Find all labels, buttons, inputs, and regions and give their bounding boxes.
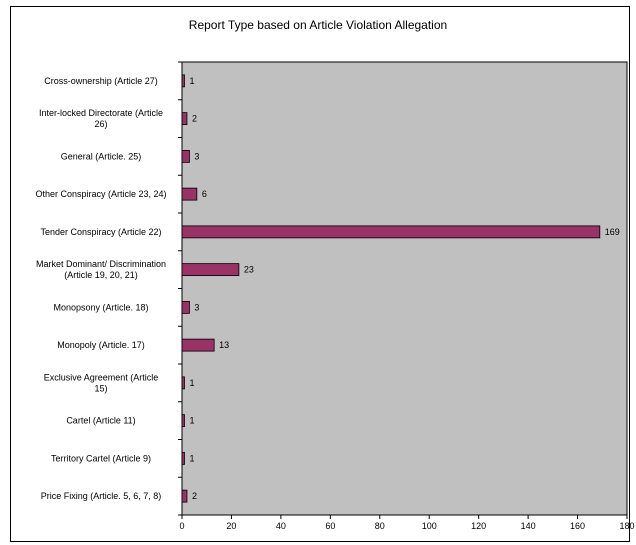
data-label: 1	[189, 453, 194, 463]
category-label: Other Conspiracy (Article 23, 24)	[35, 189, 166, 199]
x-tick-label: 0	[179, 521, 184, 531]
bar	[181, 414, 185, 428]
data-label: 2	[192, 491, 197, 501]
x-tick-label: 80	[375, 521, 385, 531]
plot-area	[181, 61, 628, 516]
category-label: Exclusive Agreement (Article 15)	[44, 372, 159, 393]
data-label: 3	[194, 151, 199, 161]
chart-title: Report Type based on Article Violation A…	[188, 18, 448, 32]
data-label: 169	[605, 227, 620, 237]
category-label: Monopoly (Article. 17)	[57, 340, 145, 350]
category-label: General (Article. 25)	[61, 151, 142, 161]
data-label: 1	[189, 416, 194, 426]
bar	[181, 489, 188, 503]
data-label: 6	[202, 189, 207, 199]
data-label: 23	[244, 265, 254, 275]
data-label: 3	[194, 302, 199, 312]
x-tick-label: 120	[471, 521, 486, 531]
bar	[181, 338, 215, 352]
bar	[181, 112, 188, 126]
bar	[181, 149, 190, 163]
category-label: Price Fixing (Article. 5, 6, 7, 8)	[41, 491, 162, 501]
x-tick-label: 20	[226, 521, 236, 531]
bar	[181, 225, 601, 239]
category-label: Territory Cartel (Article 9)	[51, 453, 151, 463]
x-tick-label: 40	[276, 521, 286, 531]
category-label: Inter-locked Directorate (Article 26)	[39, 108, 163, 129]
category-label: Cross-ownership (Article 27)	[44, 76, 158, 86]
data-label: 13	[219, 340, 229, 350]
category-label: Cartel (Article 11)	[66, 416, 135, 426]
category-label: Tender Conspiracy (Article 22)	[40, 227, 161, 237]
bar	[181, 451, 185, 465]
data-label: 1	[189, 378, 194, 388]
x-tick-label: 140	[521, 521, 536, 531]
bar	[181, 74, 185, 88]
category-label: Market Dominant/ Discrimination (Article …	[36, 259, 166, 280]
bar	[181, 376, 185, 390]
bar	[181, 187, 198, 201]
x-tick-label: 60	[325, 521, 335, 531]
data-label: 1	[189, 76, 194, 86]
x-tick-label: 100	[422, 521, 437, 531]
category-label: Monopsony (Article. 18)	[53, 302, 148, 312]
data-label: 2	[192, 114, 197, 124]
bar	[181, 300, 190, 314]
x-tick-label: 180	[619, 521, 634, 531]
bar	[181, 263, 240, 277]
x-tick-label: 160	[570, 521, 585, 531]
